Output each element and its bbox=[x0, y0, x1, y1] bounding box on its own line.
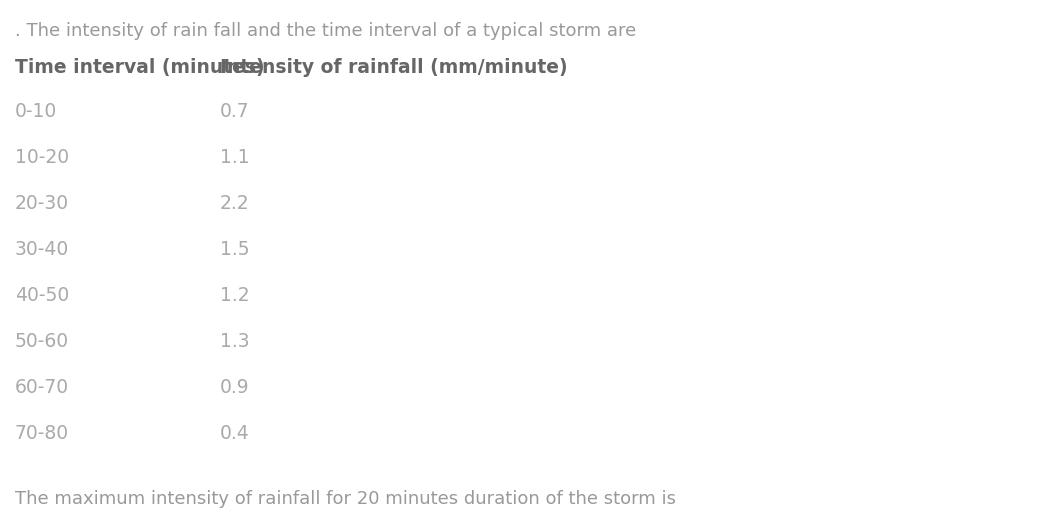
Text: 0-10: 0-10 bbox=[15, 102, 58, 121]
Text: The maximum intensity of rainfall for 20 minutes duration of the storm is: The maximum intensity of rainfall for 20… bbox=[15, 490, 676, 508]
Text: 10-20: 10-20 bbox=[15, 148, 69, 167]
Text: 1.5: 1.5 bbox=[220, 240, 249, 259]
Text: Time interval (minutes): Time interval (minutes) bbox=[15, 58, 265, 77]
Text: 1.3: 1.3 bbox=[220, 332, 249, 351]
Text: Intensity of rainfall (mm/minute): Intensity of rainfall (mm/minute) bbox=[220, 58, 568, 77]
Text: 60-70: 60-70 bbox=[15, 378, 69, 397]
Text: 0.9: 0.9 bbox=[220, 378, 249, 397]
Text: 50-60: 50-60 bbox=[15, 332, 69, 351]
Text: . The intensity of rain fall and the time interval of a typical storm are: . The intensity of rain fall and the tim… bbox=[15, 22, 636, 40]
Text: 20-30: 20-30 bbox=[15, 194, 69, 213]
Text: 2.2: 2.2 bbox=[220, 194, 249, 213]
Text: 1.2: 1.2 bbox=[220, 286, 249, 305]
Text: 0.7: 0.7 bbox=[220, 102, 249, 121]
Text: 1.1: 1.1 bbox=[220, 148, 249, 167]
Text: 70-80: 70-80 bbox=[15, 424, 69, 443]
Text: 40-50: 40-50 bbox=[15, 286, 69, 305]
Text: 0.4: 0.4 bbox=[220, 424, 249, 443]
Text: 30-40: 30-40 bbox=[15, 240, 69, 259]
